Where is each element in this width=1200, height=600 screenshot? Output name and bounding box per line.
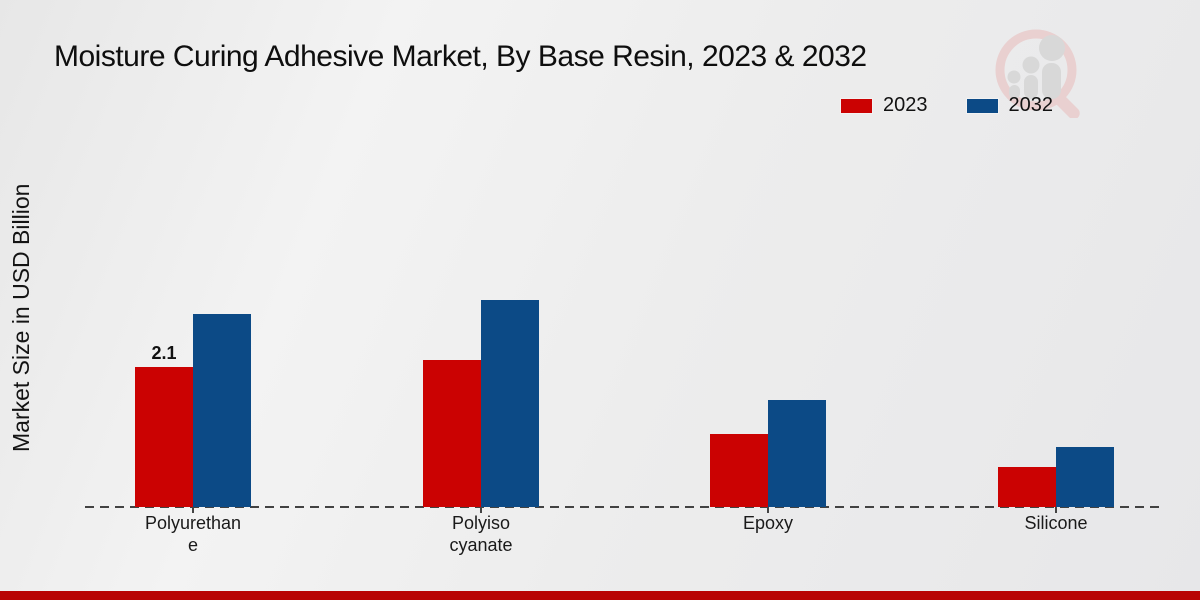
legend-label-2032: 2032	[1008, 94, 1054, 116]
bar-2023-polyurethane	[135, 367, 193, 507]
chart-legend: 2023 2032	[840, 94, 1079, 117]
legend-swatch-2032	[965, 97, 999, 114]
bar-2032-epoxy	[768, 400, 826, 507]
category-label-epoxy: Epoxy	[742, 513, 794, 533]
category-label-polyisocyanate: Polyiso cyanate	[449, 513, 513, 555]
bar-2023-polyisocyanate	[423, 360, 481, 507]
bar-2023-epoxy	[710, 434, 768, 507]
legend-label-2023: 2023	[883, 94, 928, 116]
bar-2032-polyurethane	[193, 314, 251, 507]
legend-swatch-2023	[840, 97, 873, 114]
x-axis-tick	[192, 507, 194, 513]
legend-item-2023: 2023	[840, 94, 928, 117]
x-axis-tick	[767, 507, 769, 513]
x-axis-baseline	[85, 506, 1164, 508]
bar-2023-silicone	[998, 467, 1056, 507]
bar-2032-polyisocyanate	[481, 300, 539, 507]
bar-value-label: 2.1	[151, 343, 177, 363]
x-axis-tick	[1055, 507, 1057, 513]
bar-2032-silicone	[1056, 447, 1114, 507]
x-axis-tick	[480, 507, 482, 513]
chart-title: Moisture Curing Adhesive Market, By Base…	[54, 40, 867, 73]
footer-accent-bar	[0, 591, 1200, 600]
category-label-silicone: Silicone	[1024, 513, 1088, 533]
category-label-polyurethane: Polyurethan e	[144, 513, 242, 555]
legend-item-2032: 2032	[965, 94, 1054, 117]
magnifier-growth-chart-logo-icon	[994, 26, 1090, 123]
